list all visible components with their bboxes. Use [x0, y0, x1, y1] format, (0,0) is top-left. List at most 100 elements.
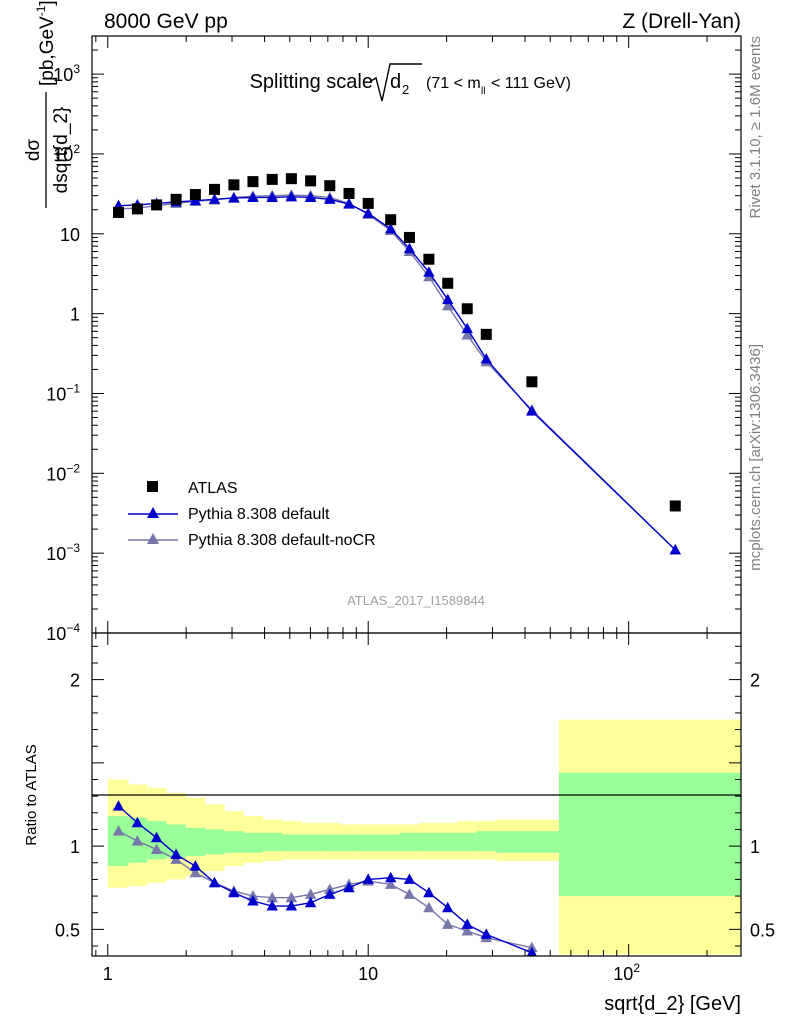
- band-inner-bin: [107, 816, 129, 867]
- title-cut-suffix: < 111 GeV): [491, 75, 571, 92]
- band-inner-bin: [243, 832, 264, 853]
- point-default: [480, 353, 492, 364]
- uncertainty-bands: [107, 719, 741, 955]
- ratio-point-default: [208, 876, 221, 888]
- band-inner-bin: [282, 834, 302, 852]
- band-inner-bin: [558, 772, 741, 897]
- point-atlas: [669, 500, 681, 512]
- point-atlas: [151, 199, 163, 211]
- point-nocr: [461, 328, 473, 340]
- point-default: [461, 322, 473, 334]
- point-default: [362, 207, 374, 218]
- title-sqrt-sub: 2: [402, 82, 409, 97]
- x-tick-label: 102: [613, 961, 640, 984]
- ratio-point-default: [362, 873, 374, 884]
- ratio-point-default: [189, 860, 202, 871]
- y-tick-label-top: 102: [53, 142, 80, 165]
- ratio-point-nocr: [384, 878, 397, 889]
- point-default: [669, 543, 681, 555]
- point-default: [266, 191, 278, 202]
- ratio-series-layer: [112, 800, 538, 956]
- title-main: Splitting scale: [250, 71, 373, 93]
- y-tick-label-top: 10−1: [46, 381, 80, 404]
- point-atlas: [385, 214, 397, 226]
- point-atlas: [442, 277, 454, 289]
- point-atlas: [209, 183, 221, 195]
- point-atlas: [228, 179, 240, 191]
- point-default: [208, 193, 221, 204]
- ratio-point-nocr: [112, 825, 125, 836]
- point-atlas: [285, 173, 297, 185]
- ratio-point-default: [384, 871, 397, 883]
- ratio-point-default: [343, 881, 355, 893]
- analysis-watermark: ATLAS_2017_I1589844: [347, 593, 485, 608]
- band-inner-bin: [301, 834, 321, 852]
- legend-label-default: Pythia 8.308 default: [188, 506, 330, 523]
- point-atlas: [526, 376, 538, 388]
- main-series-layer: [112, 173, 681, 555]
- rivet-version: Rivet 3.1.10, ≥ 1.6M events: [747, 36, 764, 219]
- plot-title: Splitting scale d 2 (71 < m ll < 111 GeV…: [250, 63, 571, 102]
- point-atlas: [423, 253, 435, 265]
- y-tick-label-top: 10: [60, 225, 80, 245]
- ratio-point-default: [461, 918, 473, 929]
- point-default: [247, 191, 259, 202]
- ratio-point-nocr: [266, 891, 278, 903]
- y-tick-label-bottom-left: 2: [70, 671, 80, 691]
- y-tick-label-top: 10−3: [46, 541, 80, 564]
- y-tick-label-top: 10−4: [46, 621, 80, 644]
- y-tick-label-bottom-right: 1: [750, 837, 760, 857]
- point-nocr: [442, 299, 454, 311]
- point-atlas: [305, 175, 317, 187]
- x-axis-label: sqrt{d_2} [GeV]: [604, 993, 741, 1015]
- band-inner-bin: [457, 832, 477, 852]
- band-inner-bin: [378, 834, 400, 852]
- legend-label-nocr: Pythia 8.308 default-noCR: [188, 532, 376, 549]
- y-tick-label-bottom-right: 0.5: [750, 920, 775, 940]
- title-cut-sub: ll: [481, 86, 485, 97]
- point-default: [403, 242, 416, 254]
- title-cut-prefix: (71 < m: [426, 75, 481, 92]
- series-line-nocr: [118, 194, 676, 551]
- band-inner-bin: [186, 827, 206, 857]
- ratio-point-nocr: [285, 891, 298, 903]
- mcplots-credit: mcplots.cern.ch [arXiv:1306.3436]: [747, 344, 764, 571]
- point-default: [228, 192, 240, 203]
- sqrt-symbol: [370, 63, 422, 102]
- legend: ATLAS Pythia 8.308 default Pythia 8.308 …: [128, 480, 376, 549]
- y-axis-label-top: dσ dsqrt{d_2} [pb,GeV-1]: [23, 0, 72, 208]
- band-inner-bin: [263, 832, 283, 852]
- point-atlas: [266, 173, 278, 185]
- axis-ticks: [92, 35, 741, 956]
- band-inner-bin: [359, 834, 379, 852]
- point-default: [442, 293, 454, 305]
- ratio-point-nocr: [461, 925, 473, 936]
- y-tick-label-top: 103: [53, 62, 80, 85]
- x-tick-label: 1: [103, 964, 113, 984]
- ratio-point-nocr: [403, 888, 416, 899]
- point-default: [526, 405, 538, 416]
- y-tick-label-bottom-left: 0.5: [55, 920, 80, 940]
- legend-marker-nocr: [147, 533, 159, 544]
- ratio-point-default: [150, 831, 163, 843]
- point-atlas: [362, 197, 374, 209]
- point-atlas: [189, 189, 201, 201]
- point-atlas: [131, 203, 143, 215]
- point-atlas: [247, 176, 259, 188]
- ratio-point-default: [266, 900, 278, 911]
- point-default: [324, 193, 336, 204]
- point-atlas: [461, 303, 473, 315]
- ylabel-numerator: dσ: [23, 139, 44, 162]
- band-inner-bin: [476, 831, 497, 852]
- ylabel-units-suffix: ]: [37, 0, 58, 5]
- y-tick-label-bottom-right: 2: [750, 671, 760, 691]
- y-tick-label-bottom-left: 1: [70, 837, 80, 857]
- ratio-point-default: [423, 886, 435, 898]
- ratio-point-default: [170, 848, 182, 859]
- ratio-point-default: [526, 946, 537, 956]
- header-left: 8000 GeV pp: [104, 10, 228, 33]
- point-default: [384, 222, 397, 234]
- point-default: [285, 190, 298, 202]
- point-atlas: [480, 328, 492, 340]
